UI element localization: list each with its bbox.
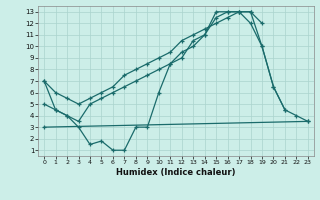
X-axis label: Humidex (Indice chaleur): Humidex (Indice chaleur) bbox=[116, 168, 236, 177]
